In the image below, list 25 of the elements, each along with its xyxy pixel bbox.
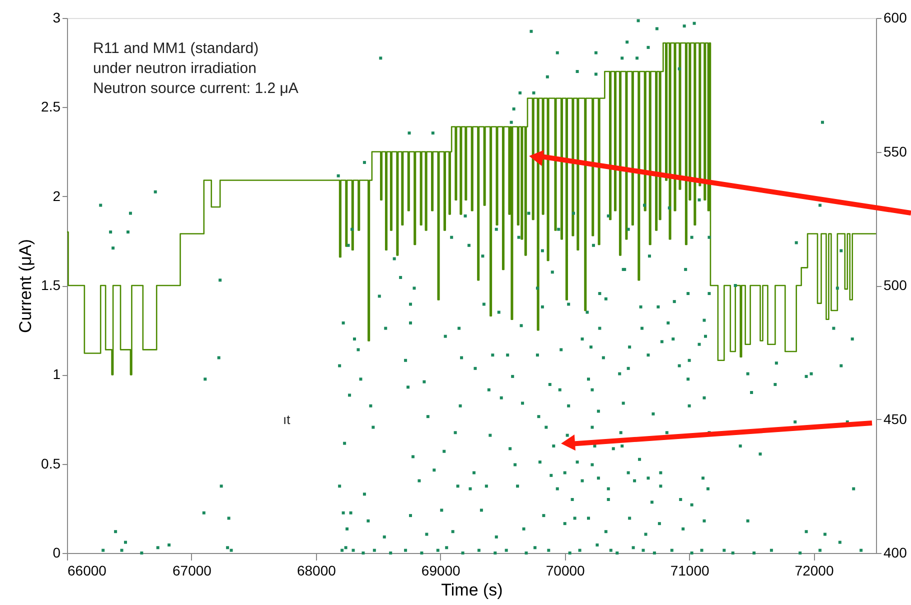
- y-tick-label: 0.5: [41, 455, 61, 472]
- annotation: ıt: [283, 412, 291, 427]
- x-axis-title: Time (s): [441, 580, 503, 600]
- y2-tick-label: 550: [884, 143, 908, 160]
- y-tick-label: 3: [52, 10, 61, 26]
- annotation: under neutron irradiation: [93, 60, 256, 77]
- annotation: R11 and MM1 (standard): [93, 40, 259, 57]
- y-tick-label: 1.5: [41, 277, 61, 293]
- x-tick-label: 67000: [172, 562, 212, 578]
- y2-tick-label: 500: [884, 277, 908, 293]
- y-tick-label: 1: [52, 366, 61, 382]
- y-tick-label: 2: [52, 188, 61, 204]
- x-tick-label: 70000: [546, 562, 586, 578]
- x-tick-label: 69000: [421, 562, 461, 578]
- y-tick-label: 2.5: [41, 98, 61, 115]
- annotation: Neutron source current: 1.2 μA: [93, 80, 298, 97]
- y2-tick-label: 600: [884, 10, 908, 26]
- x-tick-label: 72000: [794, 562, 834, 578]
- y-axis-title: Current (μA): [16, 239, 36, 333]
- x-tick-label: 66000: [68, 562, 107, 578]
- x-tick-label: 68000: [296, 562, 336, 578]
- y-tick-label: 0: [52, 544, 61, 560]
- x-tick-label: 71000: [670, 562, 710, 578]
- y2-tick-label: 400: [884, 544, 908, 560]
- y2-tick-label: 450: [884, 410, 908, 427]
